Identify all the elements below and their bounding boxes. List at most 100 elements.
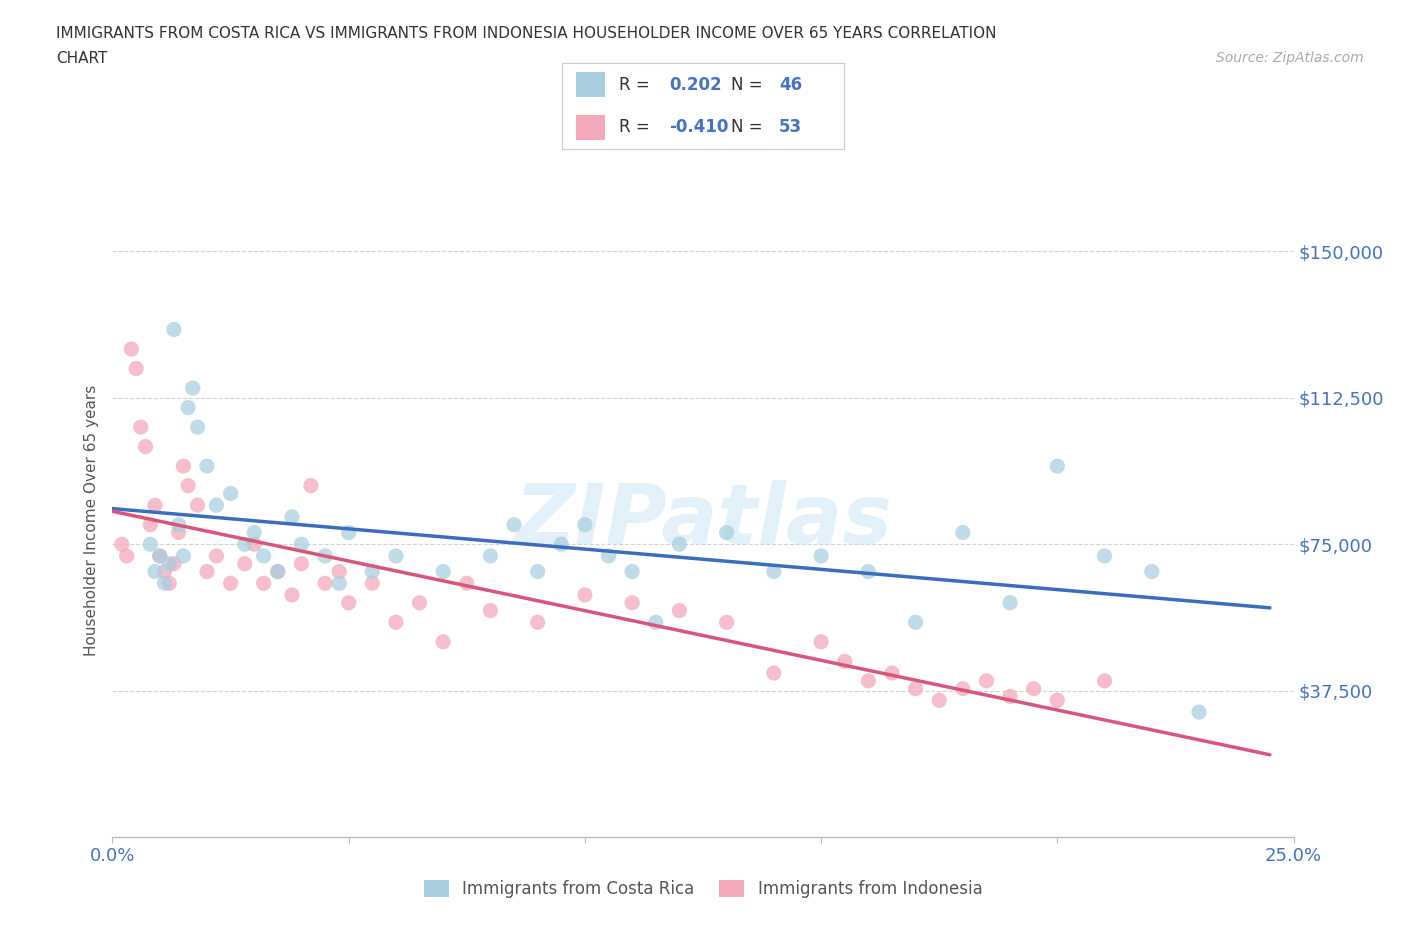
Point <box>998 595 1021 610</box>
Text: Source: ZipAtlas.com: Source: ZipAtlas.com <box>1216 51 1364 65</box>
Point <box>598 549 620 564</box>
Point <box>153 576 176 591</box>
Point <box>762 565 785 579</box>
Point <box>253 549 276 564</box>
Point <box>139 537 162 551</box>
Point <box>408 595 430 610</box>
Point <box>149 549 172 564</box>
Point <box>621 565 644 579</box>
Point <box>526 615 548 630</box>
Point <box>153 565 176 579</box>
Text: R =: R = <box>619 118 655 137</box>
Point <box>644 615 666 630</box>
Point <box>205 549 228 564</box>
Point <box>167 525 190 540</box>
Text: ZIPatlas: ZIPatlas <box>515 480 891 562</box>
Point <box>668 537 690 551</box>
Point <box>1022 681 1045 696</box>
Point <box>456 576 478 591</box>
Point <box>219 486 242 501</box>
Point <box>328 576 350 591</box>
Legend: Immigrants from Costa Rica, Immigrants from Indonesia: Immigrants from Costa Rica, Immigrants f… <box>418 873 988 905</box>
Point <box>281 588 304 603</box>
Point <box>1094 549 1116 564</box>
Point <box>177 400 200 415</box>
Point <box>267 565 290 579</box>
Bar <box>576 114 605 140</box>
Point <box>976 673 998 688</box>
Point <box>621 595 644 610</box>
Point <box>172 458 194 473</box>
Text: -0.410: -0.410 <box>669 118 728 137</box>
Point <box>281 510 304 525</box>
Point <box>172 549 194 564</box>
Text: IMMIGRANTS FROM COSTA RICA VS IMMIGRANTS FROM INDONESIA HOUSEHOLDER INCOME OVER : IMMIGRANTS FROM COSTA RICA VS IMMIGRANTS… <box>56 26 997 41</box>
Point <box>526 565 548 579</box>
Point <box>716 525 738 540</box>
Point <box>157 576 180 591</box>
Point <box>668 604 690 618</box>
Point <box>314 549 336 564</box>
Point <box>834 654 856 669</box>
Point <box>858 673 880 688</box>
Point <box>243 525 266 540</box>
Point <box>111 537 134 551</box>
Point <box>1046 693 1069 708</box>
Text: 46: 46 <box>779 75 801 94</box>
Point <box>385 549 408 564</box>
Point <box>115 549 138 564</box>
Point <box>290 537 312 551</box>
Point <box>880 666 903 681</box>
Point <box>952 681 974 696</box>
Point <box>163 322 186 337</box>
Text: CHART: CHART <box>56 51 108 66</box>
Point <box>186 419 208 434</box>
Point <box>328 565 350 579</box>
Point <box>120 341 142 356</box>
Point <box>143 498 166 512</box>
Point <box>129 419 152 434</box>
Point <box>299 478 322 493</box>
Point <box>1188 705 1211 720</box>
Point <box>139 517 162 532</box>
Point <box>810 634 832 649</box>
Point <box>205 498 228 512</box>
Point <box>858 565 880 579</box>
Point <box>952 525 974 540</box>
Y-axis label: Householder Income Over 65 years: Householder Income Over 65 years <box>83 385 98 657</box>
Point <box>157 556 180 571</box>
Point <box>810 549 832 564</box>
Point <box>125 361 148 376</box>
Point <box>233 556 256 571</box>
Point <box>716 615 738 630</box>
Point <box>163 556 186 571</box>
Point <box>904 681 927 696</box>
Point <box>233 537 256 551</box>
Text: 0.202: 0.202 <box>669 75 721 94</box>
Point <box>195 458 218 473</box>
Text: N =: N = <box>731 75 768 94</box>
Point <box>998 689 1021 704</box>
Point <box>574 517 596 532</box>
Point <box>503 517 526 532</box>
Point <box>361 576 384 591</box>
Point <box>337 525 360 540</box>
Point <box>219 576 242 591</box>
Point <box>267 565 290 579</box>
Point <box>479 549 502 564</box>
Point <box>928 693 950 708</box>
Point <box>432 634 454 649</box>
Point <box>135 439 157 454</box>
Text: 53: 53 <box>779 118 801 137</box>
Point <box>290 556 312 571</box>
Text: N =: N = <box>731 118 768 137</box>
Point <box>385 615 408 630</box>
Point <box>904 615 927 630</box>
Point <box>1140 565 1163 579</box>
Point <box>167 517 190 532</box>
Point <box>762 666 785 681</box>
Point <box>177 478 200 493</box>
Point <box>181 380 204 395</box>
Point <box>479 604 502 618</box>
Point <box>253 576 276 591</box>
